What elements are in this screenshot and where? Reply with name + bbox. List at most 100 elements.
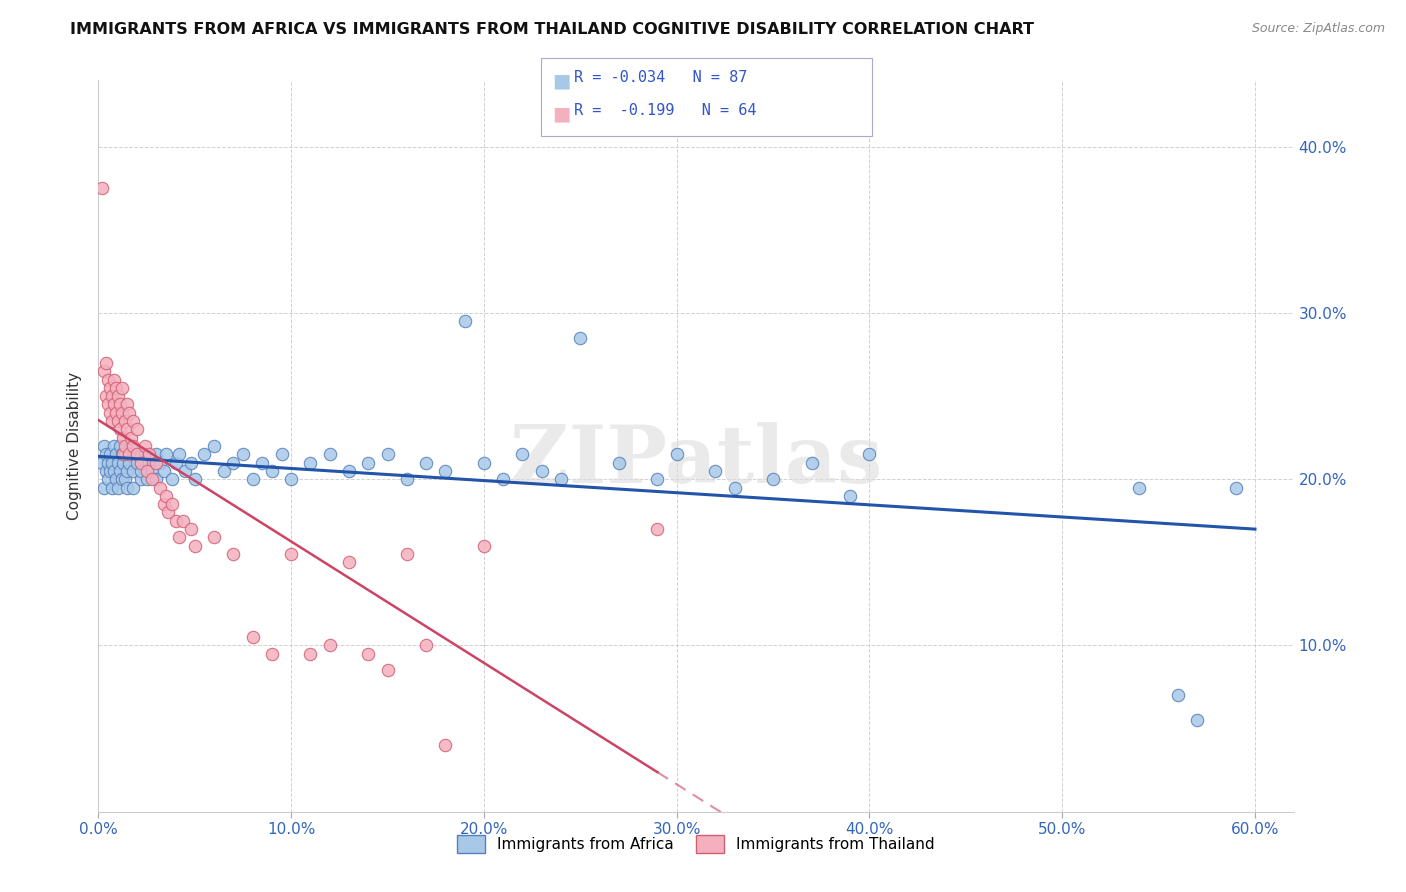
- Point: [357, 456, 380, 470]
- Point: [153, 464, 176, 478]
- Point: [260, 464, 283, 478]
- Point: [434, 738, 457, 752]
- Point: [193, 447, 215, 461]
- Point: [232, 447, 254, 461]
- Point: [97, 372, 120, 386]
- Point: [472, 456, 495, 470]
- Point: [117, 397, 139, 411]
- Point: [104, 381, 127, 395]
- Point: [145, 456, 167, 470]
- Point: [377, 664, 399, 678]
- Point: [114, 472, 136, 486]
- Point: [155, 489, 177, 503]
- Point: [280, 472, 302, 486]
- Point: [118, 447, 141, 461]
- Point: [97, 456, 120, 470]
- Point: [222, 456, 245, 470]
- Point: [110, 406, 132, 420]
- Point: [129, 456, 152, 470]
- Point: [169, 530, 191, 544]
- Point: [169, 447, 191, 461]
- Point: [93, 481, 115, 495]
- Point: [319, 447, 342, 461]
- Point: [98, 447, 121, 461]
- Point: [134, 439, 156, 453]
- Point: [122, 414, 145, 428]
- Point: [129, 472, 152, 486]
- Point: [453, 314, 475, 328]
- Point: [512, 447, 534, 461]
- Point: [110, 381, 132, 395]
- Point: [319, 639, 342, 653]
- Text: R = -0.034   N = 87: R = -0.034 N = 87: [574, 70, 747, 85]
- Point: [1128, 481, 1150, 495]
- Point: [112, 431, 135, 445]
- Point: [103, 439, 125, 453]
- Point: [242, 472, 264, 486]
- Point: [141, 464, 163, 478]
- Point: [101, 456, 124, 470]
- Point: [212, 464, 235, 478]
- Point: [107, 389, 129, 403]
- Point: [108, 439, 131, 453]
- Point: [242, 630, 264, 644]
- Point: [97, 397, 120, 411]
- Point: [138, 456, 160, 470]
- Point: [122, 464, 145, 478]
- Point: [107, 414, 129, 428]
- Point: [118, 456, 141, 470]
- Point: [647, 472, 669, 486]
- Point: [260, 647, 283, 661]
- Point: [202, 530, 225, 544]
- Text: ZIPatlas: ZIPatlas: [510, 422, 882, 500]
- Point: [357, 647, 380, 661]
- Point: [98, 406, 121, 420]
- Point: [172, 514, 194, 528]
- Point: [114, 439, 136, 453]
- Point: [337, 464, 360, 478]
- Point: [492, 472, 515, 486]
- Point: [153, 497, 176, 511]
- Point: [723, 481, 745, 495]
- Point: [94, 389, 117, 403]
- Point: [114, 447, 136, 461]
- Point: [252, 456, 274, 470]
- Point: [110, 447, 132, 461]
- Point: [112, 447, 135, 461]
- Point: [647, 522, 669, 536]
- Point: [472, 539, 495, 553]
- Point: [120, 431, 142, 445]
- Point: [395, 547, 418, 561]
- Point: [94, 447, 117, 461]
- Point: [180, 456, 202, 470]
- Point: [434, 464, 457, 478]
- Point: [103, 464, 125, 478]
- Point: [180, 522, 202, 536]
- Point: [530, 464, 553, 478]
- Point: [280, 547, 302, 561]
- Point: [165, 456, 187, 470]
- Point: [94, 464, 117, 478]
- Point: [122, 481, 145, 495]
- Point: [1167, 689, 1189, 703]
- Point: [125, 456, 148, 470]
- Point: [145, 447, 167, 461]
- Point: [101, 414, 124, 428]
- Text: Source: ZipAtlas.com: Source: ZipAtlas.com: [1251, 22, 1385, 36]
- Point: [1185, 714, 1208, 728]
- Point: [114, 414, 136, 428]
- Point: [415, 456, 437, 470]
- Point: [108, 464, 131, 478]
- Point: [94, 356, 117, 370]
- Point: [184, 539, 207, 553]
- Point: [184, 472, 207, 486]
- Point: [202, 439, 225, 453]
- Point: [104, 447, 127, 461]
- Point: [800, 456, 823, 470]
- Point: [108, 422, 131, 436]
- Point: [145, 472, 167, 486]
- Point: [135, 472, 157, 486]
- Point: [104, 406, 127, 420]
- Legend: Immigrants from Africa, Immigrants from Thailand: Immigrants from Africa, Immigrants from …: [451, 829, 941, 859]
- Point: [93, 439, 115, 453]
